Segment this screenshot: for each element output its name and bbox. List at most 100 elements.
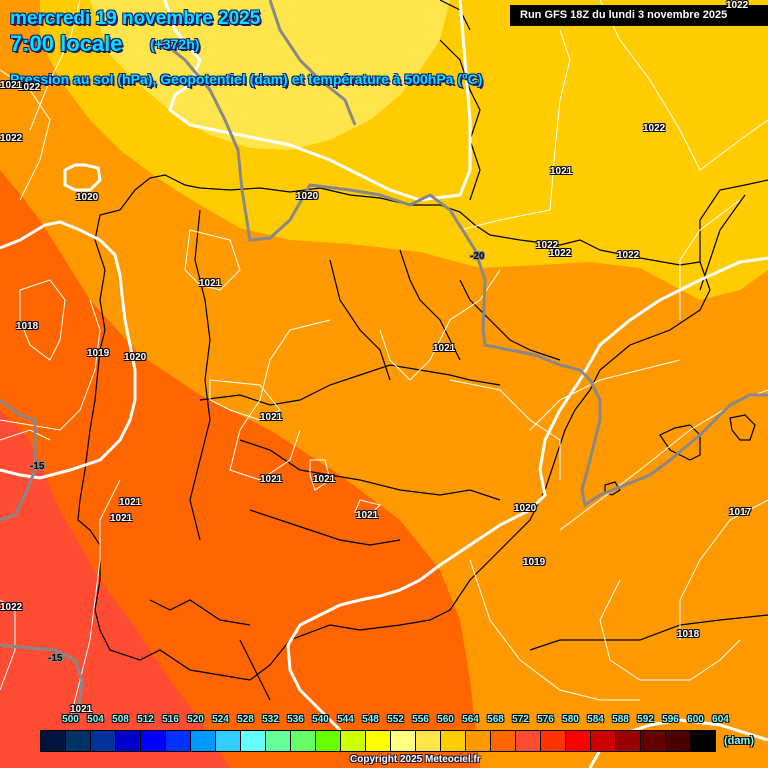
- legend-tick: 552: [387, 714, 404, 725]
- isobar-label: 1021: [119, 497, 142, 508]
- legend-tick: 576: [537, 714, 554, 725]
- legend-tick: 536: [287, 714, 304, 725]
- legend-tick: 508: [112, 714, 129, 725]
- legend-swatch: [341, 731, 366, 751]
- legend-swatch: [141, 731, 166, 751]
- legend-tick: 580: [562, 714, 579, 725]
- legend-tick: 516: [162, 714, 179, 725]
- legend-swatch: [441, 731, 466, 751]
- legend-color-bar: [40, 730, 716, 752]
- isobar-label: 1020: [124, 352, 147, 363]
- forecast-offset: (+372h): [150, 36, 200, 52]
- legend-swatch: [691, 731, 715, 751]
- isobar-label: 1019: [523, 557, 546, 568]
- legend-swatch: [41, 731, 66, 751]
- legend-tick: 500: [62, 714, 79, 725]
- isobar-label: 1018: [677, 629, 700, 640]
- isobar-label: 1021: [313, 474, 336, 485]
- legend-swatch: [641, 731, 666, 751]
- isobar-label: 1022: [726, 0, 749, 11]
- legend-swatch: [366, 731, 391, 751]
- isobar-label: 1019: [87, 348, 110, 359]
- isobar-label: 1021: [199, 278, 222, 289]
- legend-swatch: [516, 731, 541, 751]
- legend-tick: 556: [412, 714, 429, 725]
- legend-swatch: [216, 731, 241, 751]
- legend-tick: 584: [587, 714, 604, 725]
- legend-swatch: [91, 731, 116, 751]
- isobar-label: 1021: [70, 704, 93, 715]
- legend-swatch: [316, 731, 341, 751]
- legend-swatch: [391, 731, 416, 751]
- legend-swatch: [616, 731, 641, 751]
- isotherm-label: -15: [30, 461, 45, 472]
- legend-swatch: [666, 731, 691, 751]
- legend-swatch: [116, 731, 141, 751]
- legend-tick: 604: [712, 714, 729, 725]
- run-info-box: Run GFS 18Z du lundi 3 novembre 2025: [510, 5, 768, 26]
- legend-tick: 524: [212, 714, 229, 725]
- band-572: [0, 410, 230, 768]
- band-568-north: [0, 170, 35, 240]
- isobar-label: 1022: [549, 248, 572, 259]
- isobar-label: 1021: [260, 474, 283, 485]
- legend-swatch: [466, 731, 491, 751]
- isobar-label: 1021: [356, 510, 379, 521]
- legend-tick: 560: [437, 714, 454, 725]
- copyright-text: Copyright 2025 Meteociel.fr: [350, 754, 481, 765]
- legend-tick: 504: [87, 714, 104, 725]
- map-description: Pression au sol (hPa), Geopotentiel (dam…: [10, 71, 483, 87]
- isobar-label: 1021: [550, 166, 573, 177]
- legend-swatch: [491, 731, 516, 751]
- isobar-label: 1022: [617, 250, 640, 261]
- legend-tick: 544: [337, 714, 354, 725]
- legend-swatch: [541, 731, 566, 751]
- isobar-label: 1021: [433, 343, 456, 354]
- legend-tick: 592: [637, 714, 654, 725]
- isobar-label: 1020: [296, 191, 319, 202]
- isobar-label: 1020: [514, 503, 537, 514]
- isobar-label: 1021: [0, 80, 23, 91]
- legend-swatch: [191, 731, 216, 751]
- isobar-label: 1017: [729, 507, 752, 518]
- legend-tick: 540: [312, 714, 329, 725]
- isobars-thin: [0, 0, 768, 721]
- legend-swatch: [416, 731, 441, 751]
- isobar-label: 1020: [76, 192, 99, 203]
- legend-tick: 596: [662, 714, 679, 725]
- isobar-label: 1022: [643, 123, 666, 134]
- legend-swatch: [266, 731, 291, 751]
- legend-ticks: 500 504 508 512 516 520 524 528 532 536 540 544 548 5…: [58, 714, 758, 726]
- legend-tick: 548: [362, 714, 379, 725]
- legend-swatch: [291, 731, 316, 751]
- isobar-label: 1021: [260, 412, 283, 423]
- isobar-label: 1021: [110, 513, 133, 524]
- legend-tick: 572: [512, 714, 529, 725]
- legend-tick: 564: [462, 714, 479, 725]
- isobar-label: 1018: [16, 321, 39, 332]
- legend-swatch: [566, 731, 591, 751]
- legend-unit: (dam): [724, 735, 754, 747]
- legend-tick: 512: [137, 714, 154, 725]
- legend-swatch: [591, 731, 616, 751]
- isotherm-label: -15: [48, 653, 63, 664]
- legend-tick: 568: [487, 714, 504, 725]
- legend-swatch: [166, 731, 191, 751]
- isobar-label: 1022: [18, 82, 41, 93]
- legend-tick: 532: [262, 714, 279, 725]
- legend-tick: 600: [687, 714, 704, 725]
- legend-swatch: [66, 731, 91, 751]
- isotherm-label: -20: [470, 251, 485, 262]
- coastlines: [77, 0, 768, 701]
- isobar-label: 1022: [0, 133, 23, 144]
- legend-tick: 520: [187, 714, 204, 725]
- forecast-date: mercredi 19 novembre 2025: [10, 8, 261, 29]
- forecast-time: 7:00 locale: [10, 31, 123, 56]
- legend-tick: 588: [612, 714, 629, 725]
- legend-tick: 528: [237, 714, 254, 725]
- isotherms: [0, 0, 768, 721]
- legend-swatch: [241, 731, 266, 751]
- isobar-label: 1022: [536, 240, 559, 251]
